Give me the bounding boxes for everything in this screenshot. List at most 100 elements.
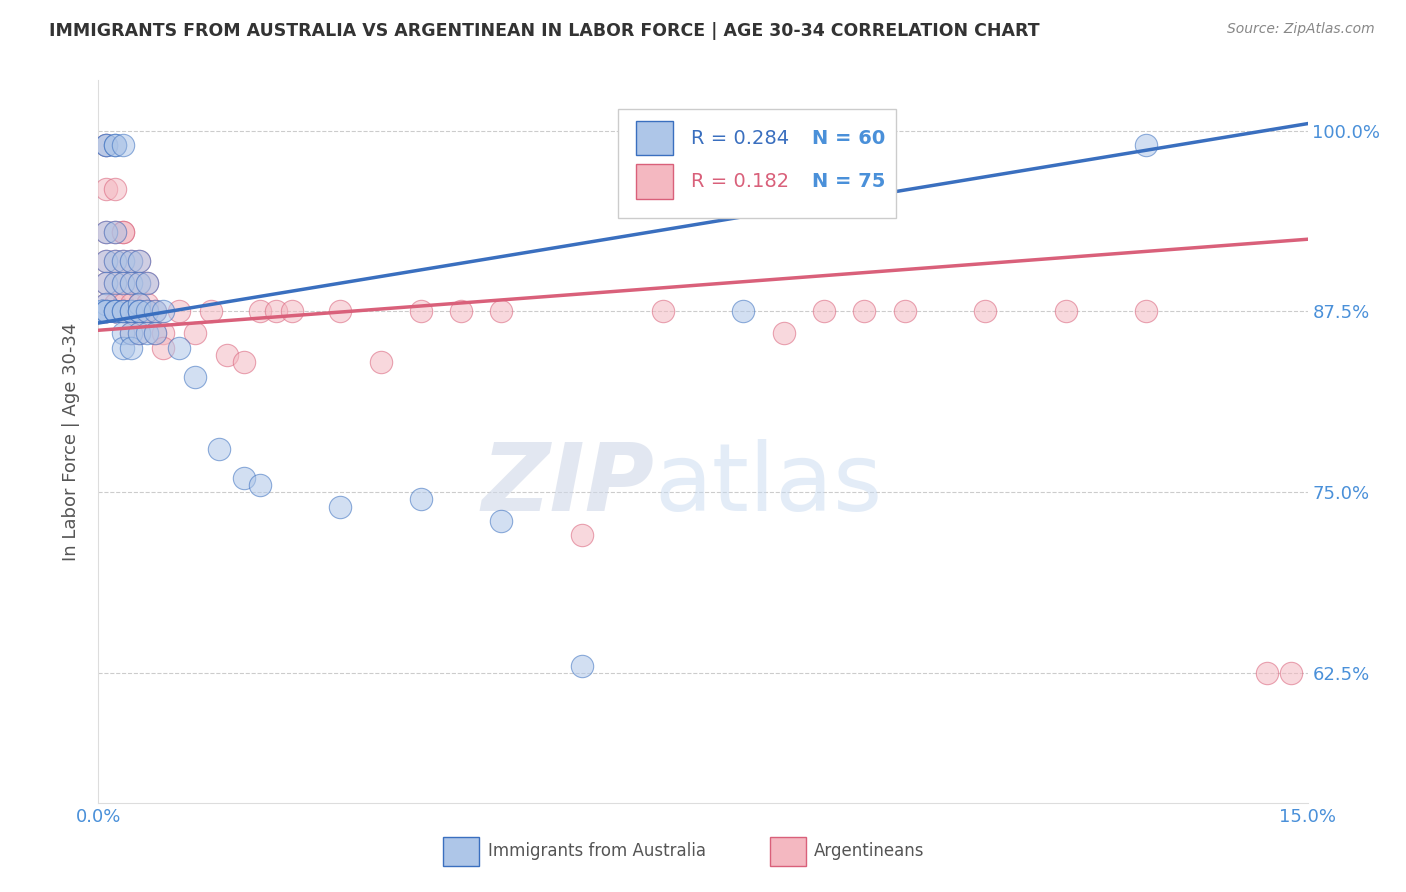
Point: [96, 276, 118, 290]
Point: [120, 304, 142, 318]
Point: [120, 276, 142, 290]
Point: [96, 304, 118, 318]
Point: [103, 304, 125, 318]
Point: [853, 304, 876, 318]
Point: [111, 341, 134, 355]
Point: [91, 304, 114, 318]
Point: [120, 341, 142, 355]
Point: [96, 253, 118, 268]
FancyBboxPatch shape: [637, 120, 672, 155]
Point: [96, 297, 118, 311]
Point: [571, 658, 593, 673]
Point: [111, 326, 134, 341]
Point: [232, 471, 254, 485]
Point: [143, 326, 166, 341]
Text: ZIP: ZIP: [482, 439, 655, 531]
Point: [91, 304, 114, 318]
Point: [813, 304, 835, 318]
Point: [249, 304, 271, 318]
Point: [135, 304, 157, 318]
Point: [103, 297, 125, 311]
Point: [91, 304, 114, 318]
Point: [96, 304, 118, 318]
Point: [96, 297, 118, 311]
Point: [264, 304, 287, 318]
Text: R = 0.284: R = 0.284: [690, 128, 789, 147]
Point: [111, 225, 134, 239]
Point: [135, 276, 157, 290]
Point: [96, 182, 118, 196]
Point: [103, 225, 125, 239]
Point: [128, 276, 150, 290]
Text: Immigrants from Australia: Immigrants from Australia: [488, 842, 706, 860]
Point: [249, 478, 271, 492]
Point: [281, 304, 304, 318]
Point: [111, 276, 134, 290]
Point: [120, 297, 142, 311]
Point: [370, 355, 392, 369]
Point: [152, 326, 174, 341]
Point: [111, 138, 134, 153]
Point: [491, 514, 513, 528]
Point: [111, 304, 134, 318]
Point: [103, 182, 125, 196]
Point: [103, 304, 125, 318]
Point: [167, 341, 190, 355]
Point: [1135, 304, 1157, 318]
Text: R = 0.182: R = 0.182: [690, 172, 789, 191]
Point: [103, 253, 125, 268]
Point: [91, 304, 114, 318]
Point: [120, 326, 142, 341]
Point: [128, 326, 150, 341]
Point: [91, 304, 114, 318]
Y-axis label: In Labor Force | Age 30-34: In Labor Force | Age 30-34: [62, 322, 80, 561]
Point: [128, 297, 150, 311]
Point: [91, 304, 114, 318]
Text: IMMIGRANTS FROM AUSTRALIA VS ARGENTINEAN IN LABOR FORCE | AGE 30-34 CORRELATION : IMMIGRANTS FROM AUSTRALIA VS ARGENTINEAN…: [49, 22, 1040, 40]
Point: [974, 304, 997, 318]
Point: [91, 304, 114, 318]
Point: [103, 304, 125, 318]
Point: [111, 297, 134, 311]
Point: [111, 304, 134, 318]
Point: [128, 304, 150, 318]
Point: [733, 304, 755, 318]
Point: [120, 253, 142, 268]
Point: [103, 276, 125, 290]
Point: [111, 276, 134, 290]
Point: [91, 304, 114, 318]
Point: [772, 326, 794, 341]
Point: [91, 304, 114, 318]
Point: [111, 304, 134, 318]
Point: [96, 304, 118, 318]
Point: [96, 138, 118, 153]
Point: [409, 304, 432, 318]
Point: [120, 304, 142, 318]
Point: [128, 326, 150, 341]
Point: [184, 369, 207, 384]
Point: [409, 492, 432, 507]
Point: [96, 253, 118, 268]
Point: [651, 304, 673, 318]
Point: [128, 304, 150, 318]
Point: [103, 276, 125, 290]
Point: [232, 355, 254, 369]
FancyBboxPatch shape: [637, 164, 672, 199]
Point: [128, 253, 150, 268]
Point: [143, 304, 166, 318]
Point: [491, 304, 513, 318]
Point: [571, 528, 593, 542]
Point: [103, 225, 125, 239]
Point: [184, 326, 207, 341]
Point: [893, 304, 915, 318]
Text: atlas: atlas: [655, 439, 883, 531]
Point: [96, 138, 118, 153]
Point: [128, 297, 150, 311]
Point: [128, 253, 150, 268]
Point: [143, 304, 166, 318]
Point: [120, 276, 142, 290]
Point: [167, 304, 190, 318]
FancyBboxPatch shape: [769, 837, 806, 865]
Point: [450, 304, 472, 318]
Point: [152, 341, 174, 355]
